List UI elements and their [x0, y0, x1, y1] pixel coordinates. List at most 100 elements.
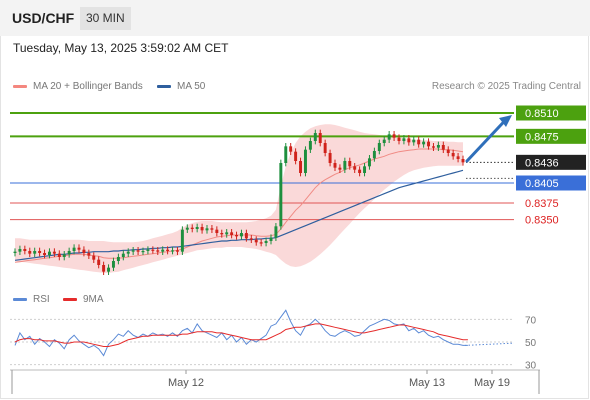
- candle-body: [367, 158, 371, 167]
- candle-body: [225, 232, 229, 235]
- ma50-line: [14, 169, 464, 261]
- candle-body: [348, 161, 352, 167]
- candle-body: [136, 250, 140, 252]
- legend-label-9ma: 9MA: [83, 294, 104, 305]
- candle-body: [52, 251, 56, 254]
- candle-body: [18, 249, 22, 252]
- rsi-projection-line: [464, 342, 515, 346]
- header-bar: USD/CHF 30 MIN: [0, 0, 590, 36]
- candle-body: [72, 247, 76, 251]
- candle-body: [195, 227, 199, 229]
- rsi-tick-70: 70: [525, 315, 537, 326]
- candle-body: [97, 259, 101, 265]
- level-label-box-0.8475: [516, 128, 586, 144]
- candle-body: [215, 229, 219, 233]
- candle-body: [377, 143, 381, 151]
- legend-item-rsi: RSI: [13, 294, 50, 305]
- candle-body: [294, 151, 298, 161]
- candle-body: [13, 251, 17, 253]
- legend-label-rsi: RSI: [33, 294, 50, 305]
- rsi-line: [14, 309, 468, 357]
- level-label-0.8436: 0.8436: [525, 157, 559, 169]
- candle-body: [23, 249, 27, 251]
- symbol-title: USD/CHF: [12, 10, 75, 26]
- candle-body: [402, 138, 406, 141]
- candle-body: [43, 253, 47, 255]
- candle-body: [259, 242, 263, 244]
- candle-body: [412, 139, 416, 143]
- candle-body: [303, 149, 307, 173]
- rsi-9ma-line: [14, 323, 468, 347]
- candle-body: [451, 153, 455, 157]
- candle-body: [57, 253, 61, 257]
- candle-body: [126, 251, 130, 254]
- level-label-0.8510: 0.8510: [525, 108, 559, 120]
- time-axis-label: May 12: [168, 377, 204, 389]
- candle-body: [190, 227, 194, 229]
- legend-label-ma50: MA 50: [177, 81, 206, 92]
- candle-body: [343, 161, 347, 170]
- rsi-tick-50: 50: [525, 338, 537, 349]
- candle-body: [220, 233, 224, 235]
- candle-body: [205, 228, 209, 231]
- credit-text: Research © 2025 Trading Central: [431, 81, 581, 92]
- legend-swatch-ma50: [157, 84, 171, 88]
- candle-body: [397, 137, 401, 141]
- time-axis-label: May 13: [409, 377, 445, 389]
- candle-body: [67, 251, 71, 255]
- candle-body: [254, 239, 258, 243]
- forecast-arrow-head: [499, 115, 512, 127]
- candle-body: [446, 149, 450, 153]
- candle-body: [422, 141, 426, 145]
- candle-body: [387, 134, 391, 140]
- candle-body: [38, 251, 42, 253]
- candle-body: [102, 265, 106, 272]
- level-label-0.8375: 0.8375: [525, 198, 559, 210]
- candle-body: [107, 267, 111, 272]
- candle-body: [358, 169, 362, 173]
- candle-body: [308, 141, 312, 150]
- time-axis-label: May 19: [474, 377, 510, 389]
- candle-body: [28, 251, 32, 254]
- candle-body: [392, 134, 396, 138]
- candle-body: [87, 253, 91, 256]
- candle-body: [77, 247, 81, 250]
- candle-body: [161, 249, 165, 252]
- level-label-box-0.8436: [516, 154, 586, 170]
- candle-body: [328, 153, 332, 163]
- candle-body: [279, 163, 283, 227]
- timestamp-text: Tuesday, May 13, 2025 3:59:02 AM CET: [13, 41, 229, 55]
- candle-body: [82, 249, 86, 253]
- candle-body: [151, 249, 155, 251]
- candle-body: [200, 227, 204, 231]
- candle-body: [146, 249, 150, 251]
- candle-body: [156, 250, 160, 252]
- candle-body: [284, 146, 288, 163]
- candle-body: [431, 146, 435, 148]
- candle-body: [353, 166, 357, 170]
- candle-body: [249, 238, 253, 240]
- candle-body: [313, 133, 317, 141]
- level-label-box-0.8510: [516, 105, 586, 121]
- candle-body: [274, 226, 278, 238]
- candle-body: [323, 143, 327, 153]
- rsi-tick-30: 30: [525, 361, 537, 372]
- candle-body: [62, 254, 66, 257]
- level-label-box-0.8405: [516, 175, 586, 191]
- candle-body: [436, 145, 440, 148]
- candle-body: [141, 251, 145, 253]
- candle-body: [456, 156, 460, 159]
- candle-body: [269, 237, 273, 241]
- candle-body: [338, 167, 342, 170]
- timeframe-badge[interactable]: 30 MIN: [80, 7, 131, 30]
- legend-item-9ma: 9MA: [63, 294, 104, 305]
- candle-body: [92, 255, 96, 260]
- candle-body: [121, 253, 125, 257]
- forecast-arrow-shaft: [465, 118, 508, 163]
- candle-body: [299, 161, 303, 173]
- candle-body: [407, 138, 411, 143]
- candle-body: [264, 241, 268, 243]
- candle-body: [417, 139, 421, 145]
- legend-item-ma50: MA 50: [157, 81, 205, 92]
